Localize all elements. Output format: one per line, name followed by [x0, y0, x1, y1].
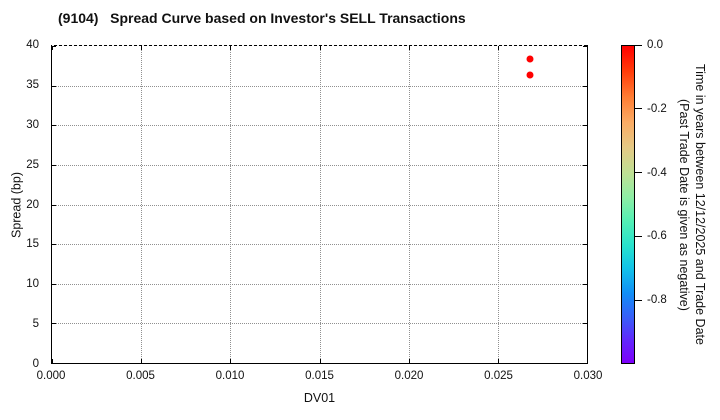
x-axis-label: DV01	[303, 391, 336, 405]
y-tick-mark-right	[583, 323, 587, 325]
y-gridline	[52, 125, 587, 127]
y-gridline	[52, 244, 587, 246]
y-tick-mark-right	[583, 283, 587, 285]
x-tick-mark	[52, 359, 53, 363]
colorbar-tick-label: -0.2	[647, 102, 667, 115]
colorbar-tick-mark	[635, 108, 642, 110]
colorbar-label: Time in years between 12/12/2025 and Tra…	[676, 45, 708, 364]
y-tick-label: 30	[26, 118, 39, 131]
plot-area	[51, 45, 588, 364]
y-tick-label: 0	[32, 358, 39, 370]
y-tick-mark	[52, 85, 56, 87]
x-tick-mark	[587, 359, 588, 363]
x-tick-label: 0.010	[215, 370, 245, 382]
y-gridline	[52, 323, 587, 325]
y-tick-mark-right	[583, 85, 587, 87]
colorbar-tick-label: -0.6	[647, 230, 667, 243]
x-tick-label: 0.005	[126, 370, 155, 382]
top-border-gridline-overlay	[52, 45, 587, 46]
y-tick-mark-right	[583, 125, 587, 127]
colorbar-tick-label: 0.0	[647, 39, 663, 51]
y-tick-mark	[52, 283, 56, 285]
x-tick-mark	[408, 359, 410, 363]
colorbar-tick-mark	[635, 299, 642, 301]
x-tick-label: 0.015	[305, 370, 334, 382]
x-tick-label: 0.000	[36, 370, 66, 382]
colorbar-label-line2: (Past Trade Date is given as negative)	[677, 98, 691, 311]
x-tick-label: 0.025	[484, 370, 513, 382]
x-tick-mark	[141, 359, 143, 363]
x-tick-mark-top	[141, 46, 143, 50]
y-tick-mark	[52, 164, 56, 166]
x-tick-mark	[319, 359, 321, 363]
y-tick-mark	[52, 204, 56, 206]
y-tick-label: 5	[32, 318, 39, 331]
x-tick-mark-top	[52, 46, 53, 50]
y-tick-label: 40	[26, 39, 39, 51]
x-tick-mark-top	[587, 46, 588, 50]
colorbar	[621, 45, 635, 364]
colorbar-tick-label: -0.4	[647, 166, 667, 179]
y-tick-mark-right	[583, 363, 587, 364]
chart-title: (9104) Spread Curve based on Investor's …	[58, 10, 466, 26]
y-gridline	[52, 204, 587, 206]
x-tick-mark-top	[319, 46, 321, 50]
y-tick-mark	[52, 46, 56, 47]
x-tick-mark-top	[230, 46, 232, 50]
y-tick-label: 15	[26, 238, 39, 251]
y-tick-mark-right	[583, 244, 587, 246]
x-tick-mark	[497, 359, 499, 363]
y-tick-label: 35	[26, 78, 39, 91]
colorbar-label-line1: Time in years between 12/12/2025 and Tra…	[693, 64, 707, 345]
y-tick-mark	[52, 363, 56, 364]
y-tick-mark-right	[583, 164, 587, 166]
colorbar-tick-label: -0.8	[647, 294, 667, 307]
x-tick-mark	[230, 359, 232, 363]
y-gridline	[52, 283, 587, 285]
x-tick-mark-top	[497, 46, 499, 50]
y-gridline	[52, 164, 587, 166]
y-tick-label: 10	[26, 278, 39, 291]
x-axis-tick-labels: 0.000 0.005 0.010 0.015 0.020 0.025 0.030	[37, 370, 603, 384]
y-tick-mark-right	[583, 46, 587, 47]
y-tick-label: 25	[26, 158, 39, 171]
colorbar-tick-mark	[635, 44, 642, 46]
y-tick-label: 20	[26, 198, 39, 211]
x-tick-label: 0.030	[573, 370, 603, 382]
y-tick-mark	[52, 323, 56, 325]
y-axis-tick-labels: 0 5 10 15 20 25 30 35 40	[0, 39, 45, 370]
colorbar-tick-mark	[635, 235, 642, 237]
x-tick-mark-top	[408, 46, 410, 50]
data-point	[526, 55, 534, 63]
y-tick-mark-right	[583, 204, 587, 206]
y-gridline	[52, 85, 587, 87]
colorbar-tick-mark	[635, 172, 642, 174]
y-tick-mark	[52, 125, 56, 127]
x-tick-label: 0.020	[394, 370, 424, 382]
data-point	[526, 71, 534, 79]
y-tick-mark	[52, 244, 56, 246]
